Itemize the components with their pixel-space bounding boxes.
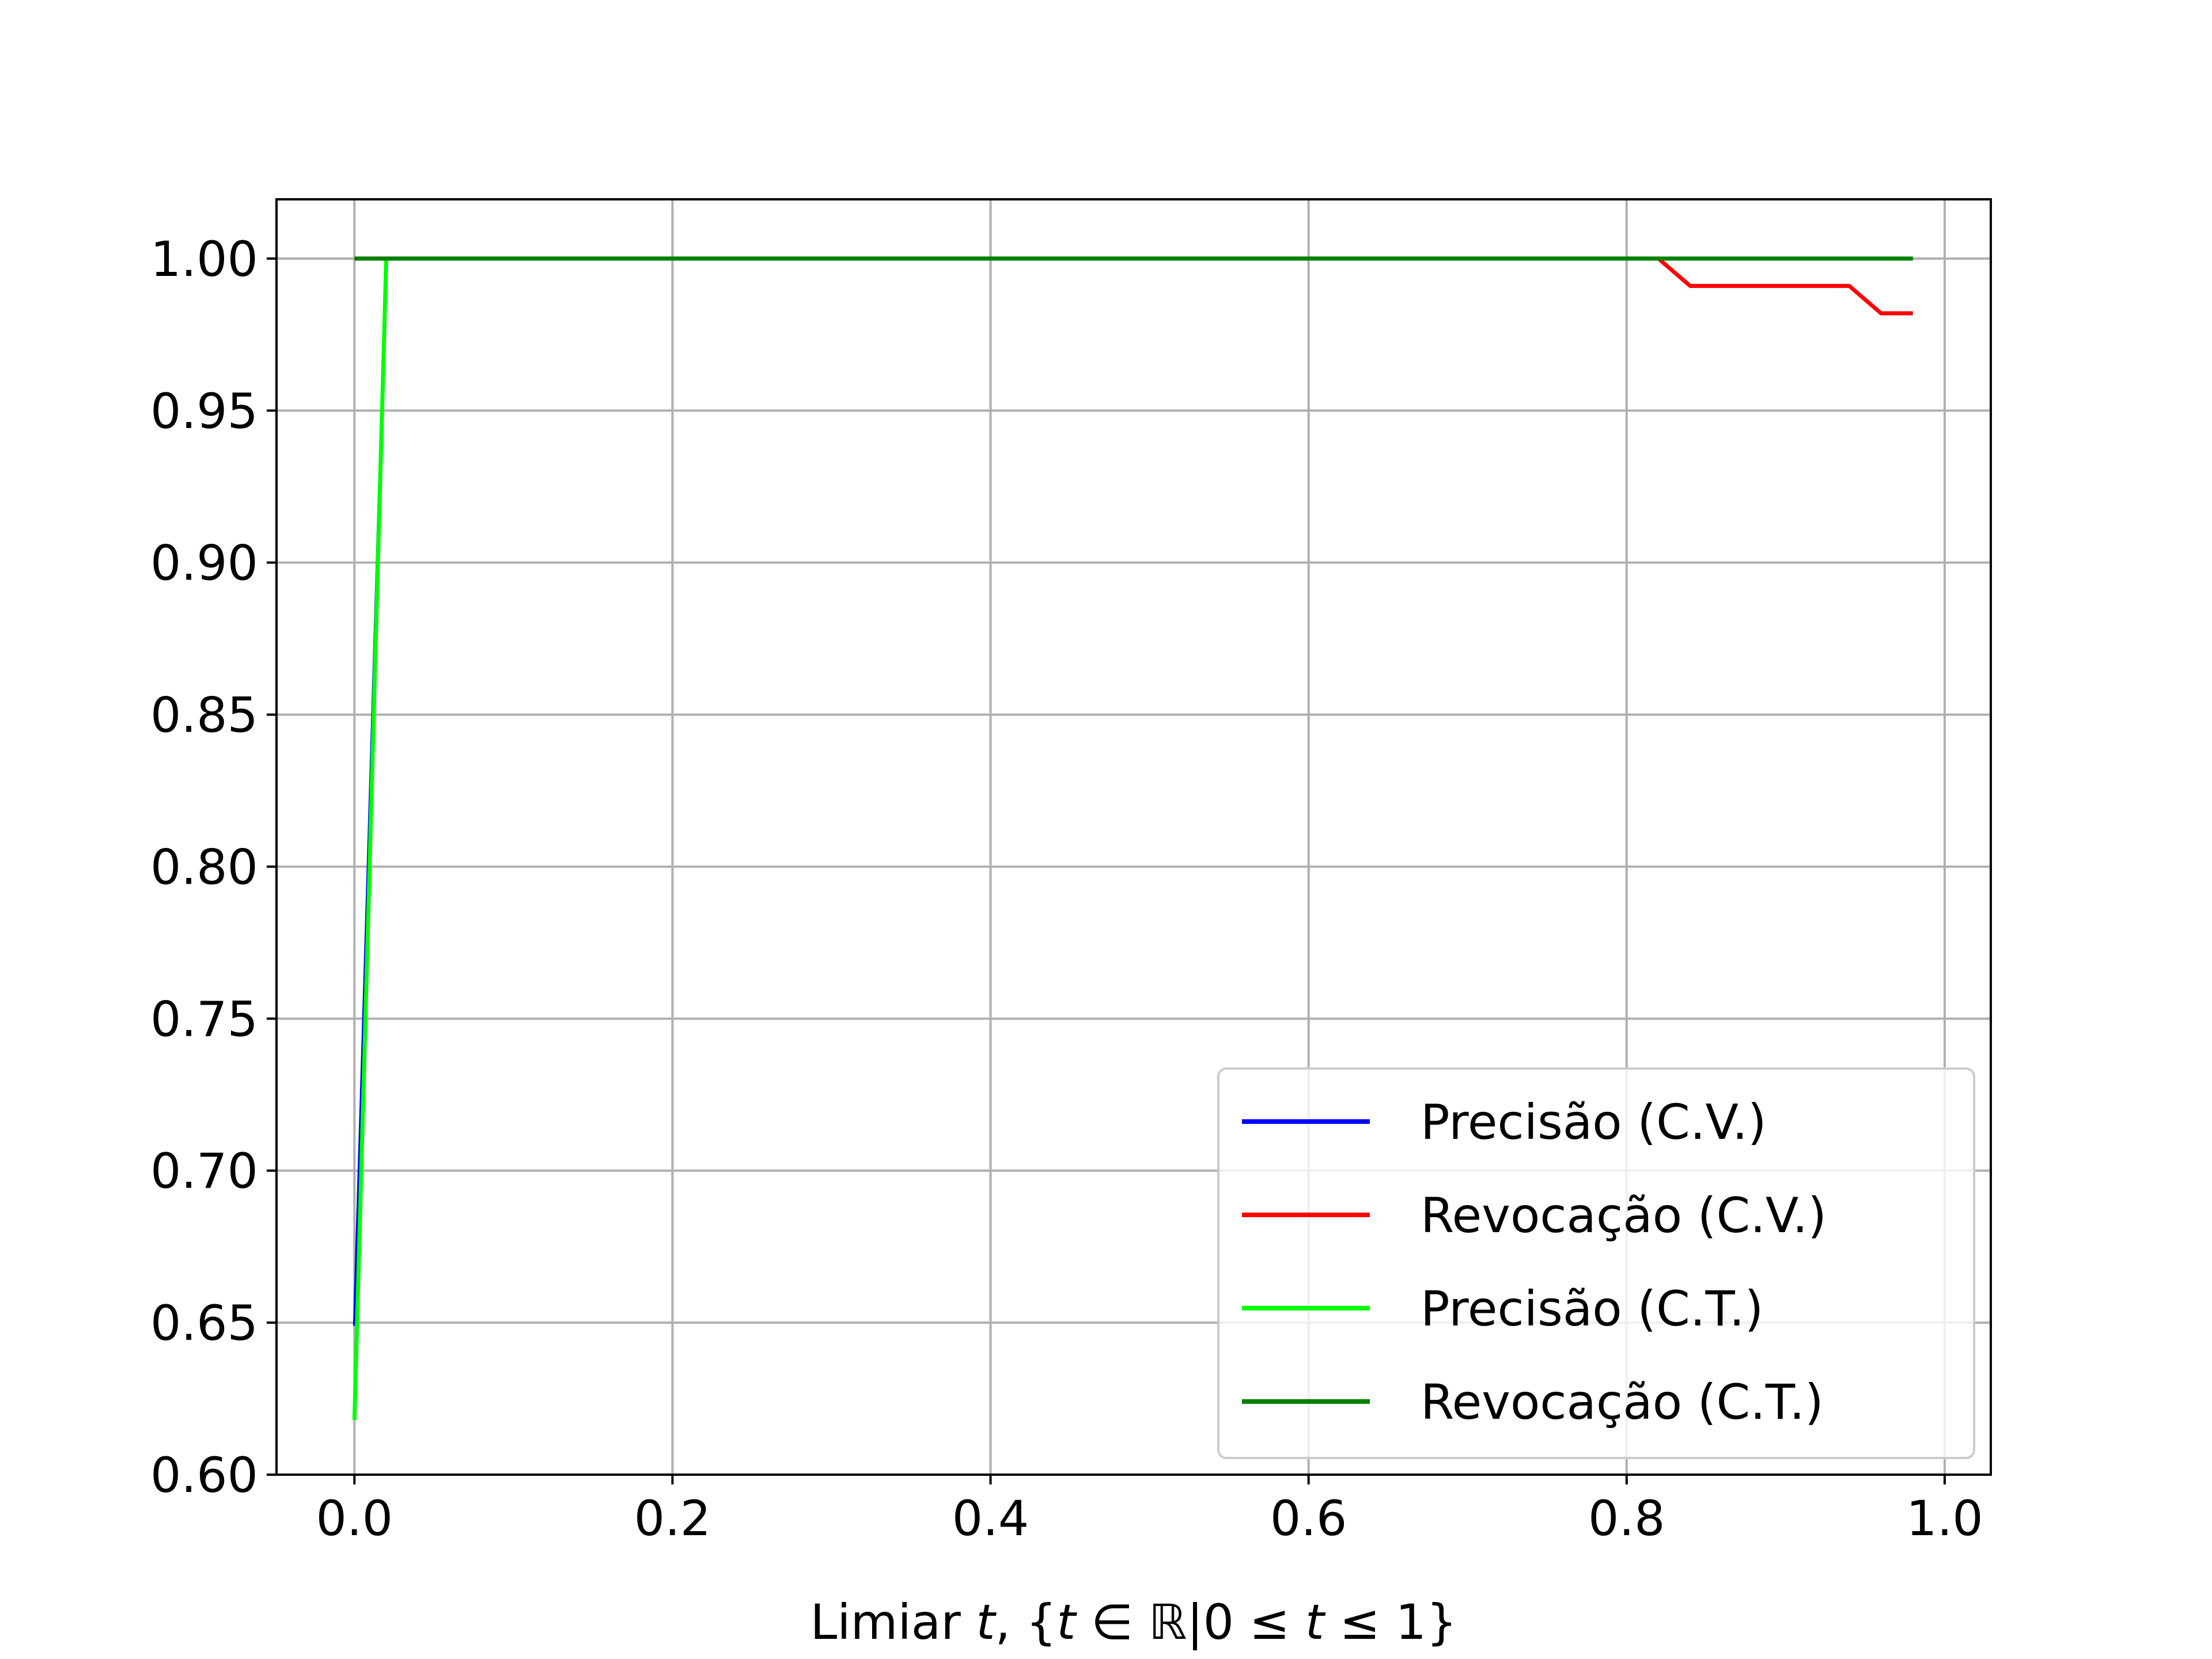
legend-box (1217, 1067, 1975, 1459)
y-tick-label: 0.95 (150, 383, 258, 440)
legend-label: Precisão (C.V.) (1421, 1094, 1767, 1150)
x-tick-label: 1.0 (1906, 1490, 1983, 1547)
plot-area-frame (275, 198, 1992, 1476)
axis-ticks: 0.0 0.2 0.4 0.6 0.8 1.0 0.60 0.65 0.70 0.75 0.80 0.… (150, 231, 1983, 1547)
x-axis-label-var3: t (1305, 1594, 1326, 1650)
y-tick-label: 0.75 (150, 991, 258, 1047)
y-tick-label: 0.85 (150, 687, 258, 744)
y-tick-label: 0.65 (150, 1295, 258, 1351)
x-axis-label-mid: , { (995, 1594, 1056, 1650)
x-tick-label: 0.4 (952, 1490, 1029, 1547)
legend-label: Revocação (C.T.) (1421, 1374, 1824, 1430)
y-tick-label: 0.80 (150, 839, 258, 895)
legend-label: Precisão (C.T.) (1421, 1281, 1763, 1337)
legend: Precisão (C.V.) Revocação (C.V.) Precisão … (1217, 1067, 1975, 1459)
x-tick-label: 0.0 (316, 1490, 393, 1547)
y-tick-label: 0.60 (150, 1447, 258, 1503)
x-axis-label-prefix: Limiar (810, 1594, 976, 1650)
x-axis-label-var: t (976, 1594, 997, 1650)
x-tick-label: 0.6 (1270, 1490, 1347, 1547)
y-tick-label: 0.90 (150, 535, 258, 592)
legend-label: Revocação (C.V.) (1421, 1187, 1827, 1244)
y-tick-label: 0.70 (150, 1143, 258, 1199)
x-tick-label: 0.8 (1588, 1490, 1665, 1547)
x-axis-label: Limiar t, {t ∈ ℝ|0 ≤ t ≤ 1} (810, 1594, 1457, 1650)
series-layer (352, 256, 1913, 1421)
x-axis-label-suffix: ≤ 1} (1324, 1594, 1457, 1650)
series-line-2 (354, 256, 1913, 316)
x-tick-label: 0.2 (634, 1490, 711, 1547)
y-tick-label: 1.00 (150, 231, 258, 287)
x-axis-label-var2: t (1056, 1594, 1077, 1650)
x-axis-label-set: ∈ ℝ|0 ≤ (1075, 1594, 1305, 1650)
